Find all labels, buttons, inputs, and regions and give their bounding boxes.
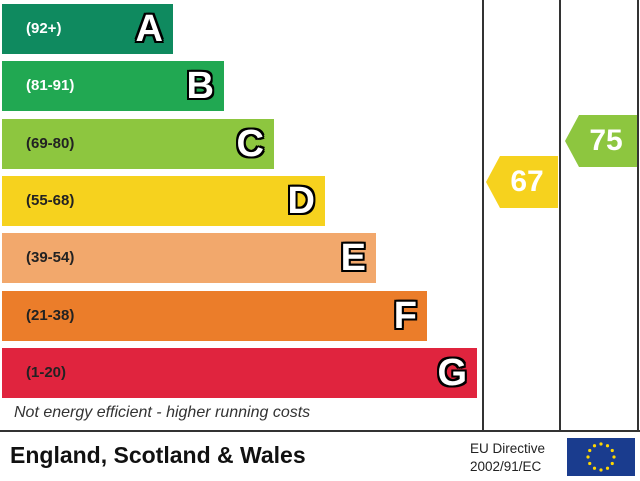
eu-directive-line2: 2002/91/EC <box>470 459 542 474</box>
current-rating-arrow: 67 <box>486 156 558 208</box>
band-range-label: (92+) <box>26 20 62 37</box>
band-range-label: (39-54) <box>26 249 75 266</box>
region-label: England, Scotland & Wales <box>10 442 306 468</box>
band-e: (39-54) E <box>2 233 376 283</box>
eu-star <box>599 442 603 446</box>
band-range-label: (1-20) <box>26 364 67 381</box>
band-letter-label: G <box>437 352 467 394</box>
band-letter-label: F <box>393 295 417 337</box>
footer-divider <box>0 430 640 432</box>
band-g: (1-20) G <box>2 348 477 398</box>
band-b: (81-91) B <box>2 61 224 111</box>
eu-flag-icon <box>567 438 635 476</box>
eu-star <box>605 466 610 470</box>
band-letter-label: B <box>186 65 214 107</box>
eu-directive-line1: EU Directive <box>470 441 546 456</box>
band-range-label: (55-68) <box>26 192 75 209</box>
potential-rating-arrow: 75 <box>565 115 637 167</box>
band-f: (21-38) F <box>2 291 427 341</box>
band-d: (55-68) D <box>2 176 325 226</box>
eu-star <box>610 448 614 453</box>
band-letter-label: E <box>340 237 366 279</box>
eu-star <box>612 455 616 459</box>
band-letter-label: D <box>287 180 315 222</box>
current-rating-value: 67 <box>510 165 544 198</box>
potential-rating-value: 75 <box>589 124 623 157</box>
eu-star <box>592 444 597 448</box>
eu-star <box>588 461 592 466</box>
eu-star <box>610 461 614 466</box>
band-letter-label: C <box>236 123 264 165</box>
band-range-label: (81-91) <box>26 77 75 94</box>
band-letter-label: A <box>135 8 163 50</box>
eu-star <box>588 448 592 453</box>
column-divider-middle <box>559 0 561 432</box>
eu-directive: EU Directive 2002/91/EC <box>470 440 562 476</box>
band-c: (69-80) C <box>2 119 274 169</box>
band-range-label: (21-38) <box>26 307 75 324</box>
column-divider-left <box>482 0 484 432</box>
eu-star <box>599 468 603 472</box>
column-divider-right <box>637 0 639 432</box>
eu-star <box>592 466 597 470</box>
footnote: Not energy efficient - higher running co… <box>14 404 311 421</box>
eu-star <box>605 444 610 448</box>
eu-star <box>586 455 590 459</box>
band-a: (92+) A <box>2 4 173 54</box>
band-range-label: (69-80) <box>26 135 75 152</box>
